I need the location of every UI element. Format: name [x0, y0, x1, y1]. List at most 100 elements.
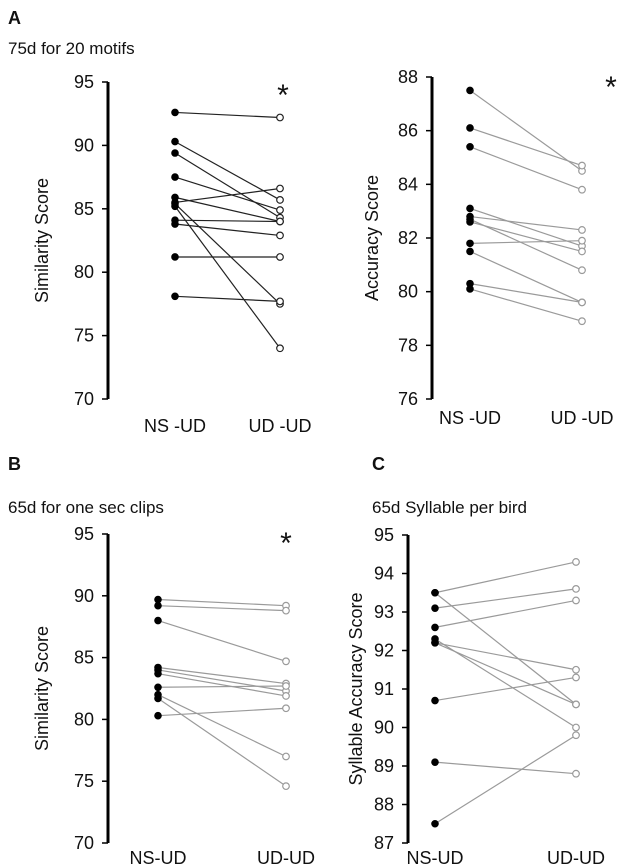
after-point — [578, 247, 586, 256]
pair-line — [157, 694, 287, 758]
before-point — [466, 86, 474, 95]
y-tick-label: 70 — [74, 833, 94, 853]
after-point — [578, 298, 586, 307]
significance-marker: * — [605, 71, 617, 104]
pair-line — [434, 592, 577, 705]
panel-letter-a: A — [8, 8, 21, 28]
pair-line — [157, 669, 287, 692]
y-tick-label: 80 — [74, 709, 94, 729]
after-point — [578, 185, 586, 194]
after-point — [572, 558, 580, 566]
after-point — [276, 184, 284, 193]
before-point — [171, 149, 179, 157]
pair-line — [434, 761, 577, 775]
y-tick-label: 88 — [398, 67, 418, 87]
chart-2: 76 78 80 82 84 86 88 Accuracy Score NS -UD UD -UD… — [362, 67, 617, 428]
panel-title-c: 65d Syllable per bird — [372, 498, 527, 517]
y-tick-label: 84 — [398, 174, 418, 194]
before-point — [154, 711, 162, 720]
pair-line — [174, 219, 281, 223]
y-tick-label: 95 — [74, 524, 94, 544]
y-tick-label: 76 — [398, 389, 418, 409]
pair-line — [434, 734, 577, 825]
before-point — [154, 694, 162, 703]
after-point — [282, 682, 290, 690]
pair-line — [469, 218, 583, 271]
pair-line — [174, 196, 281, 223]
after-point — [276, 206, 284, 214]
pair-line — [174, 295, 281, 302]
after-point — [276, 253, 284, 261]
pair-line — [174, 187, 281, 204]
before-point — [466, 124, 474, 132]
before-point — [171, 137, 179, 146]
panel-letter-c: C — [372, 454, 385, 474]
before-point — [466, 285, 474, 293]
y-tick-label: 75 — [74, 326, 94, 346]
after-point — [276, 217, 284, 226]
y-tick-label: 90 — [74, 586, 94, 606]
pair-line — [469, 207, 583, 247]
before-point — [466, 142, 474, 151]
chart-3: 70 75 80 85 90 95 Similarity Score NS-UD UD-UD * — [32, 524, 315, 868]
after-point — [282, 704, 290, 713]
before-point — [154, 595, 162, 604]
chart-4: 87 88 89 90 91 92 93 94 95 Syllable Accuracy Scor… — [346, 525, 605, 868]
before-point — [466, 247, 474, 256]
before-point — [171, 173, 179, 181]
before-point — [171, 220, 179, 228]
y-tick-label: 92 — [374, 641, 394, 661]
before-point — [431, 758, 439, 766]
before-point — [154, 669, 162, 678]
before-point — [466, 204, 474, 213]
pair-line — [469, 250, 583, 303]
pair-line — [174, 141, 281, 201]
pair-line — [434, 642, 577, 705]
y-tick-label: 75 — [74, 771, 94, 791]
pair-line — [469, 89, 583, 172]
category-label: UD -UD — [551, 408, 614, 428]
y-tick-label: 80 — [74, 262, 94, 282]
before-point — [154, 616, 162, 625]
pair-line — [157, 666, 287, 685]
y-tick-label: 93 — [374, 602, 394, 622]
pair-line — [434, 599, 577, 628]
y-tick-label: 80 — [398, 282, 418, 302]
after-point — [276, 231, 284, 240]
after-point — [572, 769, 580, 778]
pair-line — [157, 605, 287, 612]
pair-line — [174, 152, 281, 219]
y-tick-label: 95 — [74, 72, 94, 92]
panel-letter-b: B — [8, 454, 21, 474]
panel-title-b: 65d for one sec clips — [8, 498, 164, 517]
pair-line — [434, 676, 577, 702]
category-label: UD-UD — [257, 848, 315, 868]
before-point — [171, 108, 179, 117]
y-axis-title: Syllable Accuracy Score — [346, 592, 366, 785]
after-point — [578, 161, 586, 170]
after-point — [276, 113, 284, 122]
pair-line — [157, 619, 287, 662]
after-point — [578, 236, 586, 245]
y-tick-label: 90 — [374, 718, 394, 738]
pair-line — [434, 642, 577, 671]
before-point — [431, 604, 439, 612]
y-tick-label: 88 — [374, 795, 394, 815]
after-point — [572, 723, 580, 732]
after-point — [572, 596, 580, 605]
before-point — [466, 218, 474, 226]
after-point — [578, 317, 586, 326]
before-point — [431, 639, 439, 647]
y-axis-title: Accuracy Score — [362, 175, 382, 301]
after-point — [578, 226, 586, 234]
before-point — [466, 239, 474, 248]
y-axis-title: Similarity Score — [32, 626, 52, 751]
after-point — [572, 673, 580, 682]
category-label: NS -UD — [144, 416, 206, 436]
after-point — [572, 731, 580, 740]
before-point — [154, 601, 162, 610]
pair-line — [469, 283, 583, 303]
category-label: UD -UD — [249, 416, 312, 436]
pair-line — [174, 223, 281, 237]
y-tick-label: 89 — [374, 756, 394, 776]
